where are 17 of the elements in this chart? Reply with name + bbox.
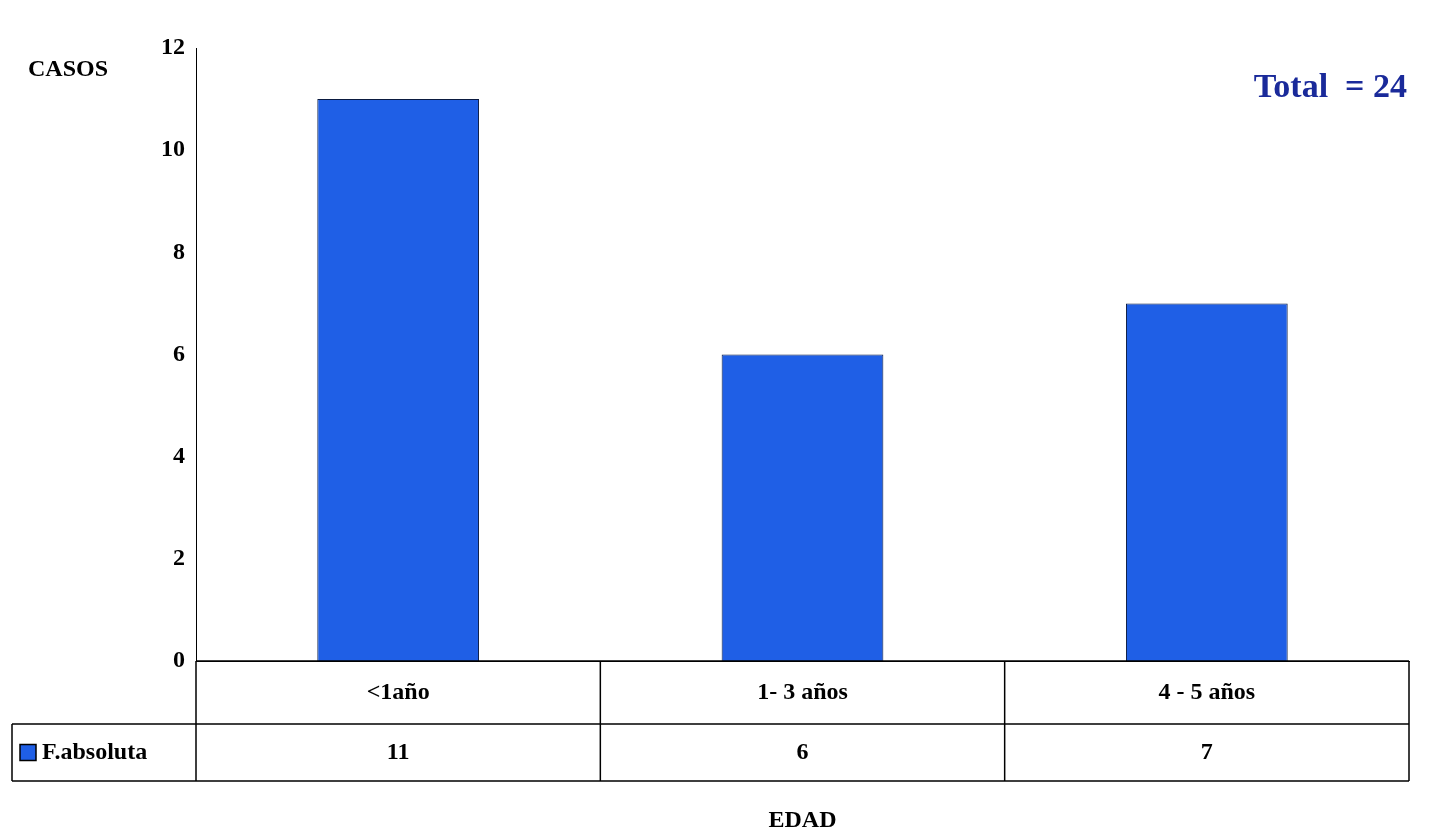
y-tick-label: 0: [173, 646, 185, 673]
y-axis-title: CASOS: [28, 55, 109, 82]
data-label: 11: [386, 737, 410, 764]
y-tick-label: 6: [173, 339, 185, 366]
y-tick-label: 2: [173, 544, 185, 571]
data-label: 6: [796, 737, 809, 764]
annotation: Total = 24: [1253, 66, 1407, 104]
x-tick-label: 4 - 5 años: [1158, 677, 1256, 704]
legend-label: F.absoluta: [42, 737, 148, 764]
y-tick-label: 8: [173, 237, 185, 264]
data-label: 7: [1200, 737, 1213, 764]
x-axis-title: EDAD: [768, 806, 837, 833]
y-tick-label: 10: [161, 135, 185, 162]
y-tick-label: 12: [161, 33, 185, 60]
y-tick-label: 4: [173, 441, 185, 468]
x-tick-label: 1- 3 años: [757, 677, 848, 704]
x-tick-label: <1año: [366, 677, 430, 704]
